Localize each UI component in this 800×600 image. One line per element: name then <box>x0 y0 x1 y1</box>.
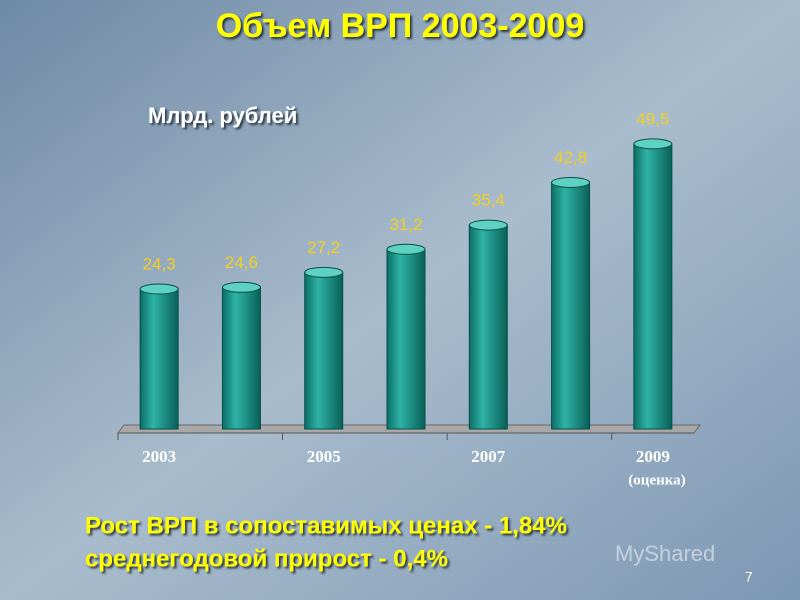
value-label: 27,2 <box>307 238 340 257</box>
watermark: MyShared <box>615 541 715 566</box>
bar <box>468 224 508 430</box>
chart-title: Объем ВРП 2003-2009 <box>216 7 585 45</box>
bar-top <box>468 219 508 231</box>
value-label: 24,3 <box>143 255 176 274</box>
bar-top <box>386 243 426 255</box>
bar <box>551 181 591 430</box>
footnote: Рост ВРП в сопоставимых ценах - 1,84% <box>85 512 567 539</box>
bar <box>386 248 426 430</box>
bar-top <box>633 138 673 150</box>
x-tick-label: 2005 <box>307 447 341 466</box>
bar-top <box>221 281 261 293</box>
slide-number: 7 <box>745 569 753 585</box>
value-label: 49,5 <box>636 109 669 128</box>
x-tick-label: 2003 <box>142 447 176 466</box>
bar-top <box>551 176 591 188</box>
x-tick-label: 2009 <box>636 447 670 466</box>
value-label: 31,2 <box>389 215 422 234</box>
chart-subtitle: Млрд. рублей <box>148 103 297 128</box>
bar-top <box>304 266 344 278</box>
bar <box>139 288 179 430</box>
value-label: 24,6 <box>225 253 258 272</box>
bar <box>304 271 344 430</box>
x-tick-label: 2007 <box>471 447 506 466</box>
bar <box>221 286 261 430</box>
value-label: 42,8 <box>554 148 587 167</box>
category-note: (оценка) <box>628 472 685 488</box>
bar <box>633 143 673 430</box>
footnote: среднегодовой прирост - 0,4% <box>85 545 448 572</box>
bar-top <box>139 283 179 295</box>
value-label: 35,4 <box>472 191 505 210</box>
